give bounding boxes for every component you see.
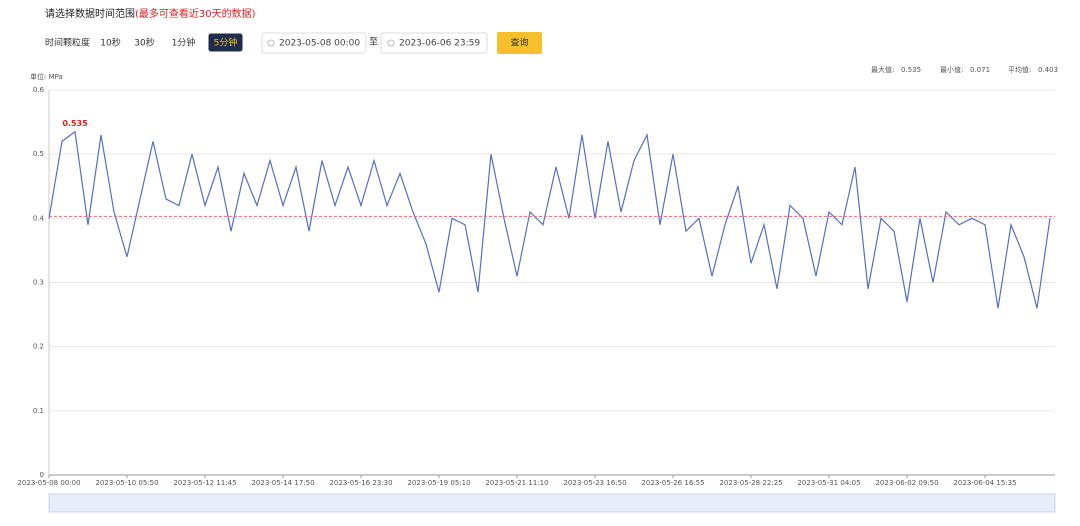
x-tick-label: 2023-05-12 11:45	[173, 479, 236, 487]
option-text: 30秒	[134, 37, 154, 49]
x-tick-label: 2023-06-02 09:50	[875, 479, 938, 487]
y-tick-label: 0.1	[33, 407, 44, 415]
granularity-option[interactable]: 1分钟	[166, 33, 201, 52]
option-text: 10秒	[100, 37, 120, 49]
y-tick-label: 0	[40, 471, 44, 479]
y-tick-label: 0.4	[33, 214, 45, 222]
option-box	[208, 33, 243, 52]
x-tick-label: 2023-05-14 17:50	[251, 479, 314, 487]
zoom-slider[interactable]	[48, 493, 1056, 513]
data-line	[48, 130, 1051, 309]
start-input[interactable]: 2023-05-08 00:00	[261, 32, 367, 54]
query-text: 查询	[510, 37, 528, 49]
y-tick-label: 0.3	[33, 279, 44, 287]
x-tick-label: 2023-05-21 11:10	[485, 479, 548, 487]
y-tick-label: 0.5	[33, 150, 44, 158]
start-date: 2023-05-08 00:00	[279, 39, 360, 49]
granularity-label: 时间颗粒度	[45, 37, 90, 49]
option-text: 5分钟	[214, 37, 238, 49]
y-tick-label: 0.2	[33, 343, 44, 351]
granularity-option[interactable]: 10秒	[97, 33, 124, 52]
separator: 至	[369, 37, 378, 48]
x-tick-label: 2023-05-16 23:30	[329, 479, 392, 487]
max-annotation: 0.535	[62, 119, 88, 128]
unit-label: 单位: MPa	[30, 72, 63, 81]
x-tick-label: 2023-05-19 05:10	[407, 479, 470, 487]
title-text: 请选择数据时间范围	[45, 7, 135, 20]
title: 请选择数据时间范围(最多可查看近30天的数据)	[45, 7, 256, 20]
x-tick-label: 2023-05-26 16:55	[641, 479, 704, 487]
granularity-option[interactable]: 5分钟	[208, 33, 243, 52]
title-note: (最多可查看近30天的数据)	[135, 7, 256, 20]
stat-label: 最小值:	[940, 65, 963, 74]
x-tick-label: 2023-06-04 15:35	[953, 479, 1016, 487]
y-tick-label: 0.6	[33, 86, 45, 94]
query-button[interactable]: 查询	[497, 32, 542, 54]
end-date: 2023-06-06 23:59	[399, 39, 480, 49]
x-tick-label: 2023-05-10 05:50	[95, 479, 158, 487]
x-tick-label: 2023-05-28 22:25	[719, 479, 782, 487]
option-text: 1分钟	[172, 37, 196, 49]
stat-label: 平均值:	[1008, 65, 1031, 74]
granularity-option[interactable]: 30秒	[129, 33, 160, 52]
end-input[interactable]: 2023-06-06 23:59	[380, 32, 488, 54]
option-box	[166, 33, 201, 52]
option-box	[97, 33, 124, 52]
x-tick-label: 2023-05-31 04:05	[797, 479, 860, 487]
stat-value: 0.403	[1038, 66, 1058, 74]
x-tick-label: 2023-05-23 16:50	[563, 479, 626, 487]
stat-label: 最大值:	[871, 65, 894, 74]
stat-value: 0.071	[970, 66, 990, 74]
option-box	[129, 33, 160, 52]
stat-value: 0.535	[901, 66, 921, 74]
x-tick-label: 2023-05-08 00:00	[17, 479, 80, 487]
